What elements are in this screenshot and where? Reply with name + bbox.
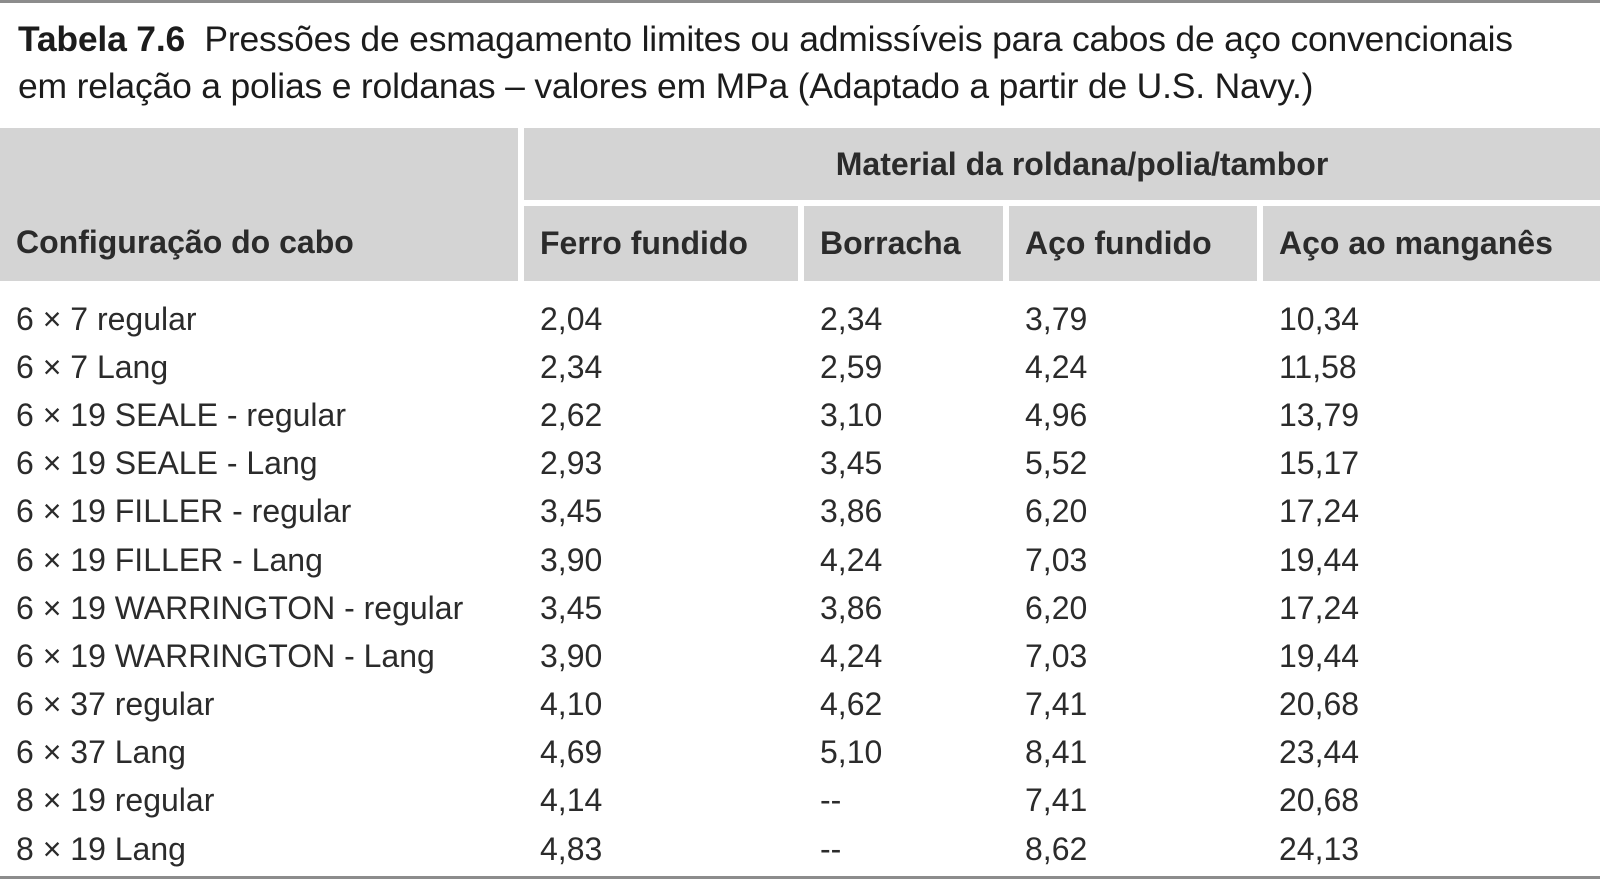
pressure-value-cell: 6,20 [1025,493,1088,530]
cable-config-cell: 8 × 19 Lang [16,830,186,867]
cable-config-cell: 6 × 37 Lang [16,734,186,771]
top-rule [0,0,1600,3]
pressure-value-cell: 2,34 [820,300,883,337]
table-row: 6 × 37 regular 4,10 4,62 7,41 20,68 [0,681,1600,729]
pressure-value-cell: 7,41 [1025,782,1088,819]
pressure-value-cell: 23,44 [1279,734,1360,771]
pressure-value-cell: 2,93 [540,445,603,482]
pressure-value-cell: 4,24 [820,541,883,578]
table-row: 8 × 19 regular 4,14 -- 7,41 20,68 [0,777,1600,825]
column-header: Borracha [798,206,1003,281]
pressure-value-cell: 2,04 [540,300,603,337]
table-row: 6 × 19 SEALE - regular 2,62 3,10 4,96 13,79 [0,391,1600,439]
cable-config-cell: 6 × 19 WARRINGTON - regular [16,589,464,626]
pressure-value-cell: 20,68 [1279,686,1360,723]
pressure-value-cell: 6,20 [1025,589,1088,626]
pressure-value-cell: 19,44 [1279,637,1360,674]
pressure-value-cell: -- [820,782,842,819]
pressure-value-cell: 5,52 [1025,445,1088,482]
pressure-value-cell: 3,90 [540,637,603,674]
pressure-value-cell: 2,34 [540,348,603,385]
pressure-value-cell: 2,62 [540,396,603,433]
pressure-value-cell: 4,14 [540,782,603,819]
column-header: Ferro fundido [518,206,798,281]
pressure-value-cell: 5,10 [820,734,883,771]
table-row: 8 × 19 Lang 4,83 -- 8,62 24,13 [0,825,1600,873]
pressure-value-cell: 8,41 [1025,734,1088,771]
pressure-value-cell: 4,62 [820,686,883,723]
caption-line-2: em relação a polias e roldanas – valores… [18,66,1314,106]
table-row: 6 × 19 WARRINGTON - Lang 3,90 4,24 7,03 19,4… [0,632,1600,680]
pressure-value-cell: 10,34 [1279,300,1360,337]
pressure-value-cell: 15,17 [1279,445,1360,482]
pressure-table: Configuração do cabo Material da roldana… [0,128,1600,873]
pressure-value-cell: 4,24 [1025,348,1088,385]
pressure-value-cell: 7,03 [1025,637,1088,674]
pressure-value-cell: 3,45 [540,589,603,626]
cable-config-cell: 6 × 19 SEALE - Lang [16,445,318,482]
pressure-value-cell: 11,58 [1279,348,1357,385]
group-header-material: Material da roldana/polia/tambor [518,128,1600,207]
pressure-value-cell: -- [820,830,842,867]
pressure-value-cell: 4,10 [540,686,603,723]
cable-config-cell: 6 × 19 FILLER - Lang [16,541,323,578]
pressure-value-cell: 7,03 [1025,541,1088,578]
pressure-value-cell: 2,59 [820,348,883,385]
table-row: 6 × 19 WARRINGTON - regular 3,45 3,86 6,20 1… [0,584,1600,632]
pressure-value-cell: 4,96 [1025,396,1088,433]
pressure-value-cell: 20,68 [1279,782,1360,819]
caption-text-1: Pressões de esmagamento limites ou admis… [204,19,1513,59]
table-row: 6 × 37 Lang 4,69 5,10 8,41 23,44 [0,729,1600,777]
pressure-value-cell: 3,90 [540,541,603,578]
cable-config-cell: 6 × 19 FILLER - regular [16,493,352,530]
cable-config-cell: 6 × 19 SEALE - regular [16,396,346,433]
pressure-value-cell: 3,79 [1025,300,1088,337]
table-row: 6 × 19 FILLER - Lang 3,90 4,24 7,03 19,44 [0,536,1600,584]
pressure-value-cell: 17,24 [1279,589,1360,626]
caption-line-1: Tabela 7.6 Pressões de esmagamento limit… [18,16,1593,63]
pressure-value-cell: 8,62 [1025,830,1088,867]
column-header: Aço ao manganês [1257,206,1600,281]
pressure-value-cell: 3,86 [820,589,883,626]
pressure-value-cell: 4,24 [820,637,883,674]
pressure-value-cell: 3,45 [540,493,603,530]
table-row: 6 × 19 SEALE - Lang 2,93 3,45 5,52 15,17 [0,440,1600,488]
cable-config-cell: 8 × 19 regular [16,782,215,819]
pressure-value-cell: 3,86 [820,493,883,530]
pressure-value-cell: 4,69 [540,734,603,771]
cable-config-cell: 6 × 19 WARRINGTON - Lang [16,637,435,674]
pressure-value-cell: 7,41 [1025,686,1088,723]
cable-config-cell: 6 × 7 regular [16,300,197,337]
table-row: 6 × 7 Lang 2,34 2,59 4,24 11,58 [0,343,1600,391]
pressure-value-cell: 19,44 [1279,541,1360,578]
pressure-value-cell: 24,13 [1279,830,1360,867]
pressure-value-cell: 4,83 [540,830,603,867]
table-row: 6 × 19 FILLER - regular 3,45 3,86 6,20 17,24 [0,488,1600,536]
column-header: Aço fundido [1003,206,1257,281]
pressure-value-cell: 17,24 [1279,493,1360,530]
pressure-value-cell: 13,79 [1279,396,1360,433]
table-body: 6 × 7 regular 2,04 2,34 3,79 10,34 6 × 7 Lang… [0,281,1600,873]
cable-config-cell: 6 × 7 Lang [16,348,169,385]
table-caption: Tabela 7.6 Pressões de esmagamento limit… [18,16,1593,110]
cable-config-cell: 6 × 37 regular [16,686,215,723]
pressure-value-cell: 3,10 [820,396,883,433]
table-row: 6 × 7 regular 2,04 2,34 3,79 10,34 [0,281,1600,343]
caption-label: Tabela 7.6 [18,19,186,59]
bottom-rule [0,876,1600,879]
pressure-value-cell: 3,45 [820,445,883,482]
row-header-config: Configuração do cabo [0,128,518,281]
